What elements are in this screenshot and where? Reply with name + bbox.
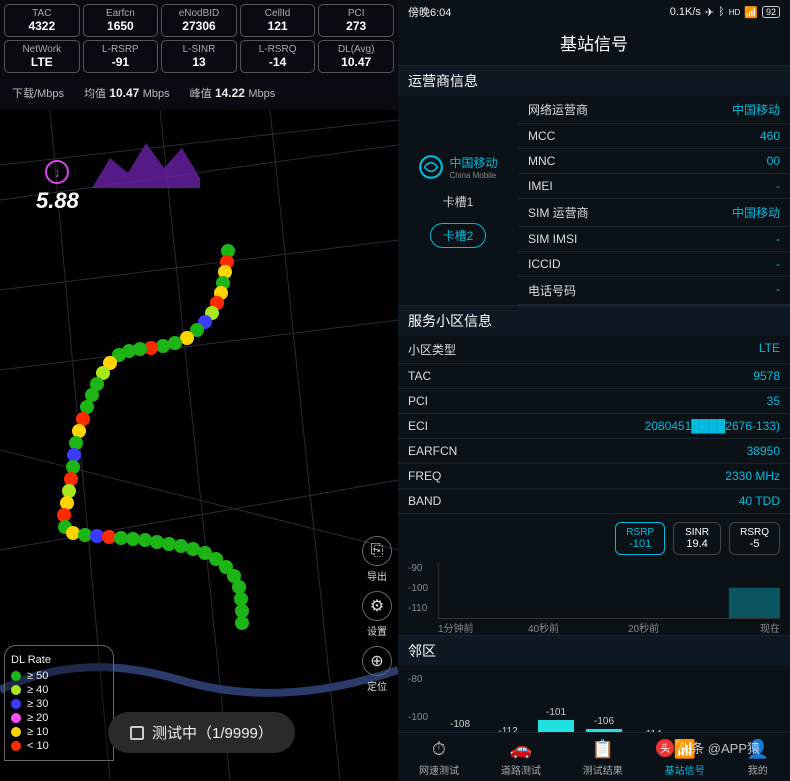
china-mobile-logo: 中国移动China Mobile [418, 154, 497, 180]
kv-row: FREQ2330 MHz [398, 464, 790, 489]
sim-slot-2-button[interactable]: 卡槽2 [430, 223, 487, 248]
metric-l-rsrp: L-RSRP-91 [83, 40, 159, 73]
legend-title: DL Rate [11, 654, 107, 666]
kv-row: EARFCN38950 [398, 439, 790, 464]
metric-network: NetWorkLTE [4, 40, 80, 73]
watermark: 头 头条 @APP猿 [656, 738, 760, 757]
location-icon: ✈ [705, 6, 714, 19]
settings-icon: ⚙ [362, 591, 392, 621]
settings-icon-button[interactable]: ⚙设置 [362, 591, 392, 638]
status-bar: 傍晚6:04 0.1K/s ✈ ᛒ HD 📶 92 [398, 0, 790, 24]
toutiao-icon: 头 [656, 739, 674, 757]
neighbor-section-header: 邻区 [398, 635, 790, 666]
nav-results[interactable]: 📋测试结果 [583, 739, 623, 777]
metric-l-rsrq: L-RSRQ-14 [240, 40, 316, 73]
kv-row: IMEI- [518, 174, 790, 199]
locate-icon-button[interactable]: ⊕定位 [362, 646, 392, 693]
kv-row: 电话号码- [518, 277, 790, 305]
avg-block: 均值 10.47 Mbps [84, 85, 170, 101]
status-time: 傍晚6:04 [408, 4, 451, 20]
track-dot [235, 616, 249, 630]
bluetooth-icon: ᛒ [718, 6, 725, 18]
nav-speedtest[interactable]: ⏱网速测试 [419, 739, 459, 777]
testing-status-pill[interactable]: 测试中（1/9999） [108, 712, 295, 753]
cell-rows: 小区类型LTETAC9578PCI35ECI2080451████2676-13… [398, 336, 790, 514]
roadtest-icon: 🚗 [510, 739, 532, 760]
track-dot [168, 336, 182, 350]
carrier-section-header: 运营商信息 [398, 65, 790, 96]
sim-slot-1-button[interactable]: 卡槽1 [431, 190, 486, 213]
carrier-card-left: 中国移动China Mobile 卡槽1 卡槽2 [398, 96, 518, 305]
metric-enodbid: eNodBID27306 [161, 4, 237, 37]
metric-pci: PCI273 [318, 4, 394, 37]
stop-icon [130, 726, 144, 740]
right-app-pane: 傍晚6:04 0.1K/s ✈ ᛒ HD 📶 92 基站信号 运营商信息 中国移… [398, 0, 790, 781]
legend-row: < 10 [11, 740, 107, 752]
metric-cellid: CellId121 [240, 4, 316, 37]
throughput-sparkline [92, 138, 398, 781]
carrier-rows: 网络运营商中国移动MCC460MNC00IMEI-SIM 运营商中国移动SIM … [518, 96, 790, 305]
kv-row: 网络运营商中国移动 [518, 96, 790, 124]
peak-block: 峰值 14.22 Mbps [190, 85, 276, 101]
metric-dl(avg): DL(Avg)10.47 [318, 40, 394, 73]
rsrp-timeline-chart: -90 -100 -110 1分钟前 40秒前 20秒前 现在 [408, 563, 780, 635]
page-title: 基站信号 [398, 24, 790, 65]
legend-row: ≥ 50 [11, 670, 107, 682]
hd-icon: HD [729, 8, 741, 17]
kv-row: TAC9578 [398, 364, 790, 389]
locate-icon: ⊕ [362, 646, 392, 676]
kv-row: MNC00 [518, 149, 790, 174]
legend-row: ≥ 20 [11, 712, 107, 724]
carrier-logo-icon [418, 154, 444, 180]
kv-row: ECI2080451████2676-133) [398, 414, 790, 439]
wifi-icon: 📶 [744, 6, 758, 19]
battery-icon: 92 [762, 6, 780, 18]
kv-row: PCI35 [398, 389, 790, 414]
signal-pill-sinr[interactable]: SINR19.4 [673, 522, 721, 555]
export-icon-button[interactable]: ⎘导出 [362, 536, 392, 583]
legend-box: DL Rate ≥ 50 ≥ 40 ≥ 30 ≥ 20 ≥ 10 < 10 [4, 645, 114, 761]
kv-row: SIM 运营商中国移动 [518, 199, 790, 227]
legend-row: ≥ 10 [11, 726, 107, 738]
signal-pill-rsrq[interactable]: RSRQ-5 [729, 522, 780, 555]
track-dot [180, 331, 194, 345]
signal-pill-rsrp[interactable]: RSRP-101 [615, 522, 665, 555]
metric-earfcn: Earfcn1650 [83, 4, 159, 37]
kv-row: ICCID- [518, 252, 790, 277]
metrics-grid: TAC4322Earfcn1650eNodBID27306CellId121PC… [0, 0, 398, 77]
cell-section-header: 服务小区信息 [398, 305, 790, 336]
kv-row: SIM IMSI- [518, 227, 790, 252]
speedtest-icon: ⏱ [432, 739, 446, 760]
current-speed-badge: ↓ 5.88 [36, 160, 79, 214]
carrier-card: 中国移动China Mobile 卡槽1 卡槽2 网络运营商中国移动MCC460… [398, 96, 790, 305]
export-icon: ⎘ [362, 536, 392, 566]
download-arrow-icon: ↓ [45, 160, 69, 184]
legend-row: ≥ 30 [11, 698, 107, 710]
side-toolbar: ⎘导出 ⚙设置 ⊕定位 [362, 536, 392, 693]
legend-row: ≥ 40 [11, 684, 107, 696]
metric-tac: TAC4322 [4, 4, 80, 37]
kv-row: MCC460 [518, 124, 790, 149]
results-icon: 📋 [592, 739, 614, 760]
speed-summary-bar: 下载/Mbps 均值 10.47 Mbps 峰值 14.22 Mbps [0, 77, 398, 109]
status-icons: 0.1K/s ✈ ᛒ HD 📶 92 [670, 4, 780, 20]
nav-roadtest[interactable]: 🚗道路测试 [501, 739, 541, 777]
left-app-pane: TAC4322Earfcn1650eNodBID27306CellId121PC… [0, 0, 398, 781]
dl-label: 下载/Mbps [12, 85, 64, 101]
kv-row: BAND40 TDD [398, 489, 790, 514]
signal-metric-pills: RSRP-101SINR19.4RSRQ-5 [398, 514, 790, 563]
kv-row: 小区类型LTE [398, 336, 790, 364]
track-dot [156, 339, 170, 353]
metric-l-sinr: L-SINR13 [161, 40, 237, 73]
